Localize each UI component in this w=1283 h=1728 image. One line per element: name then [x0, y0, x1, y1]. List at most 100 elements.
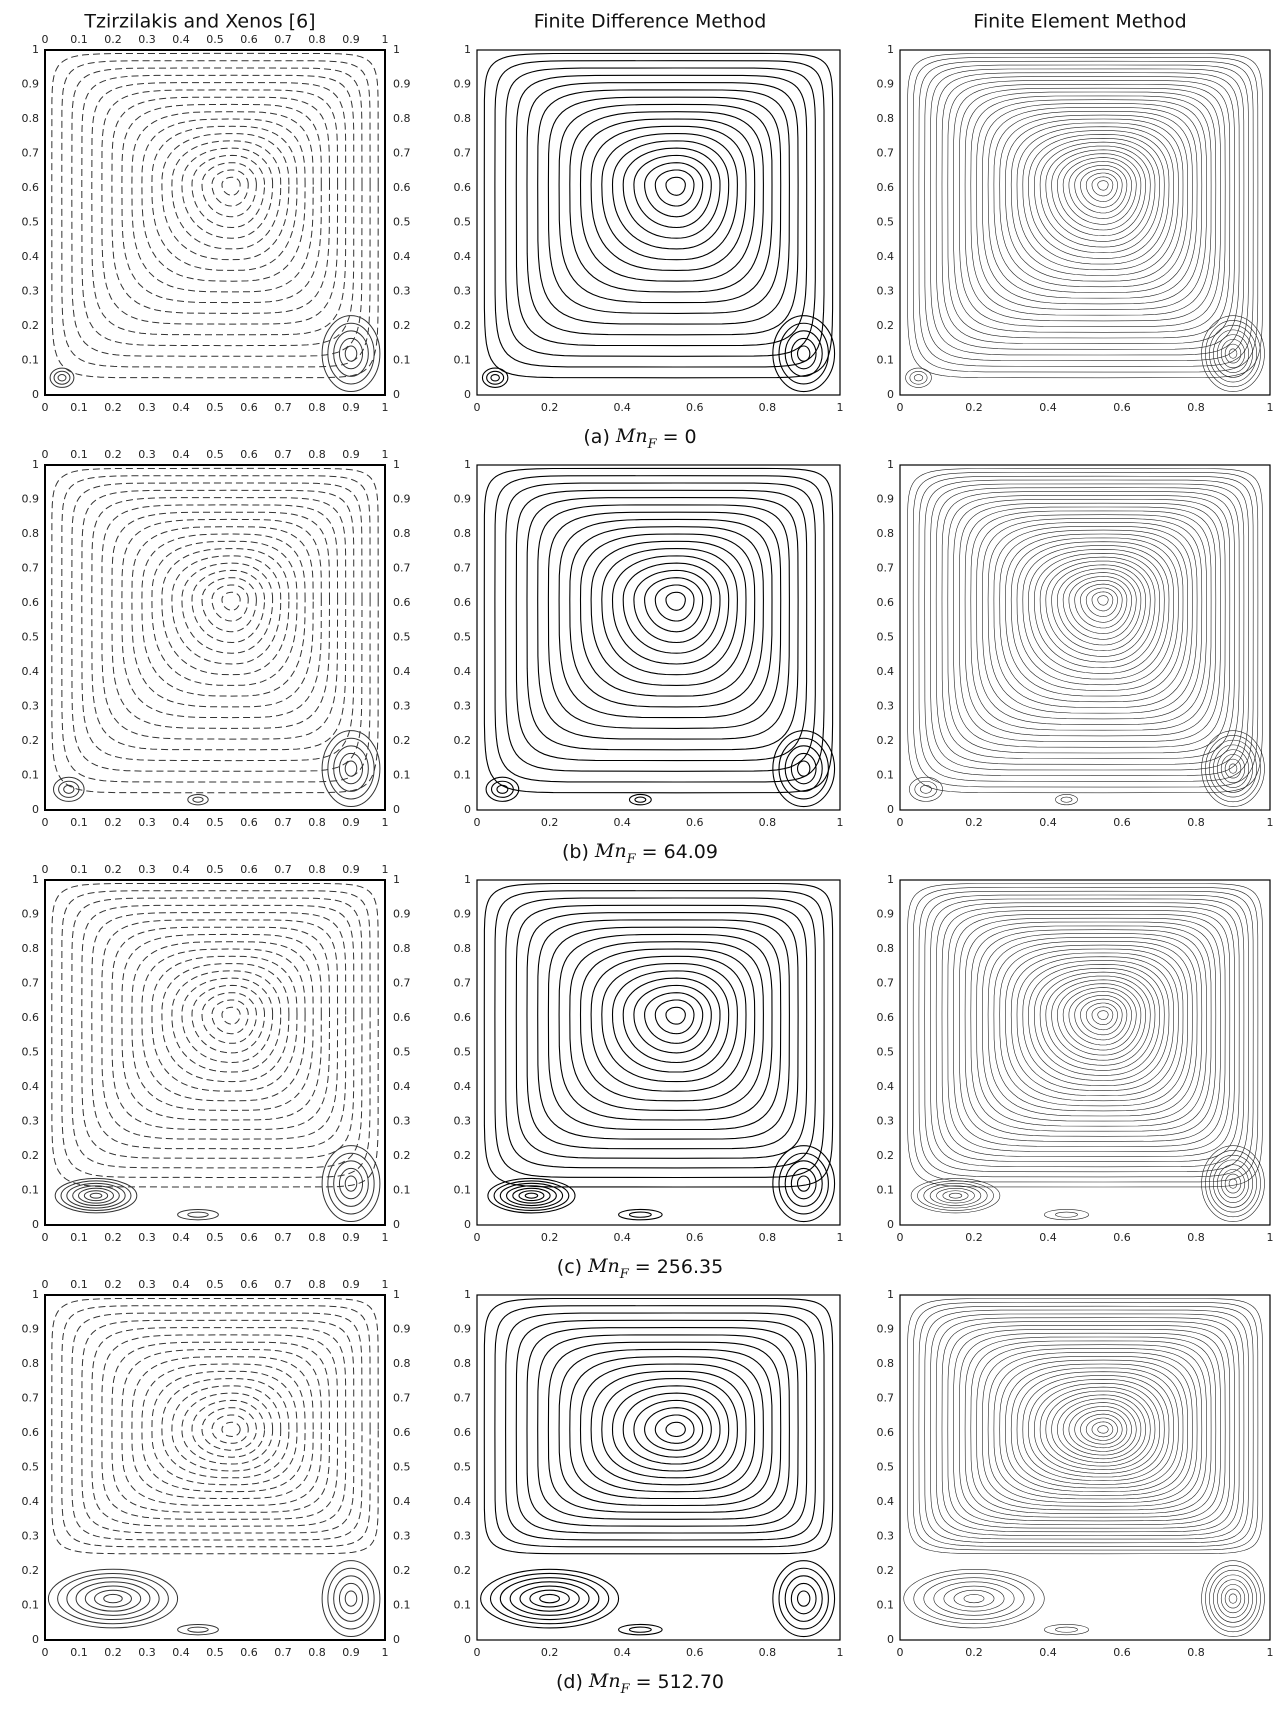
streamline: [935, 487, 1240, 765]
streamline: [1005, 533, 1184, 697]
y-tick-label: 0.3: [454, 1115, 472, 1128]
corner-vortex: [784, 745, 823, 792]
corner-vortex: [1213, 744, 1253, 793]
y-tick-label: 0.7: [393, 977, 411, 990]
y-tick-label: 0.5: [393, 1046, 411, 1059]
x-tick-label: 0.5: [206, 448, 224, 461]
plot-frame: [476, 1294, 841, 1641]
streamline: [1057, 153, 1142, 231]
y-tick-label: 0.2: [22, 1564, 40, 1577]
corner-vortex: [1228, 348, 1238, 359]
streamline: [211, 999, 249, 1035]
corner-vortex: [539, 1593, 561, 1604]
streamline: [191, 1399, 266, 1458]
x-tick-label: 0: [897, 401, 904, 414]
x-tick-label: 0: [897, 816, 904, 829]
y-tick-label: 0.9: [22, 908, 40, 921]
streamline-panel: 0 0.1 0.2 0.3 0.4 0.5 0.6 0.7 0.8 0.9 1 0 0.2 0.4 0.6 0…: [454, 43, 844, 414]
corner-vortex: [60, 1180, 132, 1211]
streamline: [161, 548, 290, 676]
caption-relation: =: [636, 1671, 652, 1693]
row-caption: (d) MnF = 512.70: [556, 1670, 724, 1697]
streamline: [665, 591, 686, 611]
streamline: [1010, 952, 1179, 1097]
x-tick-label: 0.7: [274, 448, 292, 461]
streamline: [121, 518, 322, 719]
streamline: [71, 482, 363, 772]
y-tick-label: 0.1: [22, 1599, 40, 1612]
streamline: [91, 912, 347, 1150]
x-tick-label: 0.8: [308, 33, 326, 46]
caption-label: (b): [562, 841, 589, 863]
streamline: [1028, 1379, 1165, 1478]
y-tick-label: 0.9: [454, 908, 472, 921]
y-tick-label: 0.9: [877, 1323, 895, 1336]
streamline: [1068, 576, 1132, 634]
streamline: [131, 1356, 314, 1500]
corner-vortex: [1216, 749, 1250, 788]
streamline: [1091, 591, 1114, 612]
corner-vortex: [489, 1572, 610, 1625]
streamline: [101, 504, 339, 740]
caption-relation: =: [642, 841, 658, 863]
streamline: [1080, 168, 1123, 208]
corner-vortex: [778, 737, 829, 800]
x-tick-label: 0.9: [342, 33, 360, 46]
streamline: [907, 468, 1263, 794]
corner-vortex: [327, 1567, 375, 1630]
x-tick-label: 0.4: [1039, 816, 1057, 829]
streamline: [912, 1301, 1259, 1551]
y-tick-label: 0.4: [393, 250, 411, 263]
corner-vortex: [1055, 1211, 1078, 1218]
y-tick-label: 0.8: [877, 527, 895, 540]
caption-value: 256.35: [657, 1256, 723, 1278]
corner-vortex: [480, 1568, 620, 1629]
streamline: [201, 1407, 257, 1451]
caption-symbol: Mn: [594, 840, 627, 862]
streamline: [71, 67, 363, 357]
streamline: [81, 904, 355, 1159]
y-tick-label: 0.8: [454, 112, 472, 125]
caption-subscript: F: [620, 1682, 631, 1697]
y-tick-label: 0.8: [22, 112, 40, 125]
streamline: [51, 52, 379, 379]
x-tick-label: 0.9: [342, 863, 360, 876]
corner-vortex: [784, 1575, 823, 1622]
streamline: [1045, 975, 1151, 1066]
corner-vortex: [1201, 315, 1265, 392]
streamline: [993, 940, 1193, 1112]
streamline: [494, 475, 825, 783]
x-tick-label: 0.6: [1113, 1646, 1131, 1659]
streamline: [191, 154, 266, 229]
streamline: [1097, 1010, 1109, 1020]
streamline: [930, 1313, 1245, 1540]
streamline: [537, 1334, 790, 1520]
x-tick-label: 0.2: [965, 1646, 983, 1659]
streamline: [611, 555, 730, 665]
streamline: [935, 72, 1240, 350]
corner-vortex: [72, 1185, 120, 1207]
streamline: [579, 948, 756, 1102]
streamline: [515, 489, 808, 762]
corner-vortex: [796, 1590, 811, 1607]
streamline: [1039, 971, 1156, 1071]
streamline: [987, 1352, 1198, 1503]
corner-vortex: [1205, 735, 1261, 803]
corner-vortex: [1216, 334, 1250, 373]
streamline: [999, 114, 1189, 288]
caption-value: 64.09: [664, 841, 718, 863]
streamline: [993, 110, 1193, 293]
row-caption: (c) MnF = 256.35: [557, 1255, 723, 1282]
streamline: [935, 1317, 1240, 1536]
caption-symbol: Mn: [615, 425, 648, 447]
y-tick-label: 1: [464, 43, 471, 56]
streamline: [221, 1006, 241, 1025]
corner-vortex: [490, 373, 500, 382]
streamline: [982, 518, 1203, 720]
y-tick-label: 1: [464, 458, 471, 471]
streamline: [622, 147, 721, 239]
streamline: [947, 80, 1231, 339]
corner-vortex: [333, 330, 369, 377]
corner-vortex: [923, 1577, 1025, 1620]
y-tick-label: 0: [32, 1633, 39, 1646]
